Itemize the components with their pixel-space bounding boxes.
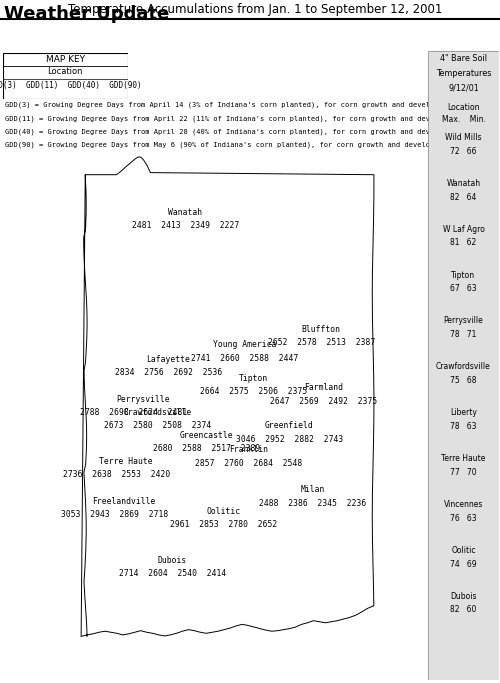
Text: 82   60: 82 60 — [450, 605, 476, 615]
Text: 2664  2575  2506  2375: 2664 2575 2506 2375 — [200, 387, 307, 396]
Text: Milan: Milan — [300, 486, 325, 494]
Text: Bluffton: Bluffton — [302, 324, 341, 333]
Text: 2647  2569  2492  2375: 2647 2569 2492 2375 — [270, 397, 377, 406]
Text: Dubois: Dubois — [450, 591, 477, 600]
Text: 4" Bare Soil: 4" Bare Soil — [440, 55, 487, 64]
Text: Terre Haute: Terre Haute — [442, 454, 486, 463]
Text: Oolitic: Oolitic — [451, 546, 476, 555]
Text: 67   63: 67 63 — [450, 284, 477, 293]
Text: Wanatah: Wanatah — [168, 208, 202, 217]
Text: 2741  2660  2588  2447: 2741 2660 2588 2447 — [191, 354, 298, 363]
Text: Perrysville: Perrysville — [116, 395, 170, 404]
Text: Location: Location — [47, 68, 83, 76]
Text: Location: Location — [448, 102, 480, 112]
Text: Lafayette: Lafayette — [146, 355, 190, 364]
Text: GDD(90) = Growing Degree Days from May 6 (90% of Indiana's corn planted), for co: GDD(90) = Growing Degree Days from May 6… — [4, 142, 451, 148]
Text: GDD(11) = Growing Degree Days from April 22 (11% of Indiana's corn planted), for: GDD(11) = Growing Degree Days from April… — [4, 115, 464, 122]
Text: Freelandville: Freelandville — [92, 497, 156, 506]
Text: Temperature Accumulations from Jan. 1 to September 12, 2001: Temperature Accumulations from Jan. 1 to… — [68, 3, 442, 16]
Text: 3046  2952  2882  2743: 3046 2952 2882 2743 — [236, 434, 343, 443]
Text: Young America: Young America — [213, 340, 276, 349]
Text: 78   71: 78 71 — [450, 330, 476, 339]
Text: 72   66: 72 66 — [450, 147, 477, 156]
Text: Oolitic: Oolitic — [206, 507, 240, 516]
Text: Terre Haute: Terre Haute — [99, 457, 152, 466]
Text: Dubois: Dubois — [158, 556, 187, 565]
Text: 2673  2580  2508  2374: 2673 2580 2508 2374 — [104, 421, 211, 430]
Text: 9/12/01: 9/12/01 — [448, 83, 479, 92]
Text: Crawfordsville: Crawfordsville — [124, 408, 192, 417]
Text: Farmland: Farmland — [304, 383, 343, 393]
Text: Weather Update: Weather Update — [4, 5, 169, 23]
Text: 2714  2604  2540  2414: 2714 2604 2540 2414 — [119, 569, 226, 578]
Text: 74   69: 74 69 — [450, 559, 477, 568]
Text: Wild Mills: Wild Mills — [446, 133, 482, 142]
Text: MAP KEY: MAP KEY — [46, 55, 84, 64]
FancyBboxPatch shape — [2, 53, 128, 99]
Text: Tipton: Tipton — [452, 270, 475, 279]
Text: Greenfield: Greenfield — [265, 421, 314, 430]
Text: 81   62: 81 62 — [450, 238, 476, 247]
Text: Vincennes: Vincennes — [444, 500, 483, 509]
Text: 2736  2638  2553  2420: 2736 2638 2553 2420 — [63, 471, 170, 479]
Text: Liberty: Liberty — [450, 408, 477, 417]
Text: Wanatah: Wanatah — [446, 179, 480, 188]
Text: GDD(40) = Growing Degree Days from April 28 (40% of Indiana's corn planted), for: GDD(40) = Growing Degree Days from April… — [4, 128, 464, 135]
Text: 77   70: 77 70 — [450, 468, 477, 477]
Text: W Laf Agro: W Laf Agro — [442, 225, 484, 234]
Text: 2834  2756  2692  2536: 2834 2756 2692 2536 — [114, 368, 222, 377]
Text: 2788  2698  2624  2481: 2788 2698 2624 2481 — [80, 408, 187, 417]
Text: 2481  2413  2349  2227: 2481 2413 2349 2227 — [132, 221, 239, 230]
Text: Tipton: Tipton — [238, 374, 268, 383]
Text: Crawfordsville: Crawfordsville — [436, 362, 491, 372]
Text: 2652  2578  2513  2387: 2652 2578 2513 2387 — [268, 337, 375, 347]
Text: GDD(3)  GDD(11)  GDD(40)  GDD(90): GDD(3) GDD(11) GDD(40) GDD(90) — [0, 81, 142, 90]
Text: Max.    Min.: Max. Min. — [442, 115, 486, 124]
Text: 2488  2386  2345  2236: 2488 2386 2345 2236 — [259, 499, 366, 507]
Text: 2680  2588  2517  2389: 2680 2588 2517 2389 — [153, 444, 260, 453]
Text: 75   68: 75 68 — [450, 376, 477, 385]
Text: 76   63: 76 63 — [450, 514, 477, 522]
Text: 3053  2943  2869  2718: 3053 2943 2869 2718 — [60, 510, 168, 519]
Text: Greencastle: Greencastle — [180, 431, 234, 440]
Text: Franklin: Franklin — [230, 445, 268, 454]
Text: Temperatures: Temperatures — [436, 69, 491, 78]
Text: Perrysville: Perrysville — [444, 316, 484, 325]
FancyBboxPatch shape — [428, 51, 499, 680]
Text: 82   64: 82 64 — [450, 193, 476, 201]
Text: 78   63: 78 63 — [450, 422, 477, 431]
Text: 2961  2853  2780  2652: 2961 2853 2780 2652 — [170, 520, 277, 529]
Text: 2857  2760  2684  2548: 2857 2760 2684 2548 — [196, 459, 302, 468]
Text: GDD(3) = Growing Degree Days from April 14 (3% of Indiana's corn planted), for c: GDD(3) = Growing Degree Days from April … — [4, 102, 455, 109]
